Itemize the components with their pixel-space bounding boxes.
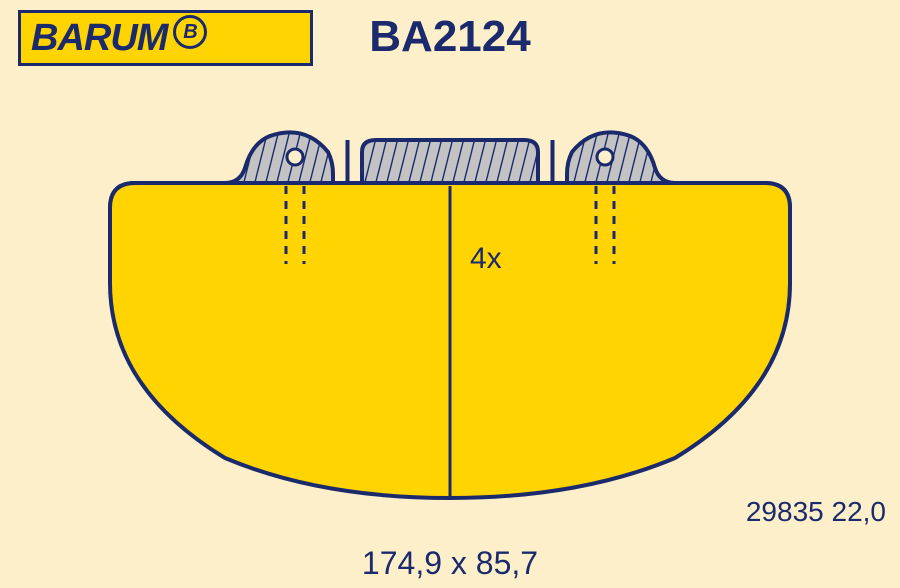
part-number: BA2124 bbox=[0, 12, 900, 62]
mounting-hole-1 bbox=[287, 149, 303, 165]
brake-pad-diagram bbox=[80, 88, 820, 508]
canvas: BARUM B BA2124 4x 29835 22,0 174,9 x 85,… bbox=[0, 0, 900, 588]
reference-label: 29835 22,0 bbox=[746, 496, 886, 528]
mounting-hole-2 bbox=[597, 149, 613, 165]
dimensions-label: 174,9 x 85,7 bbox=[0, 545, 900, 582]
quantity-label: 4x bbox=[470, 242, 502, 276]
